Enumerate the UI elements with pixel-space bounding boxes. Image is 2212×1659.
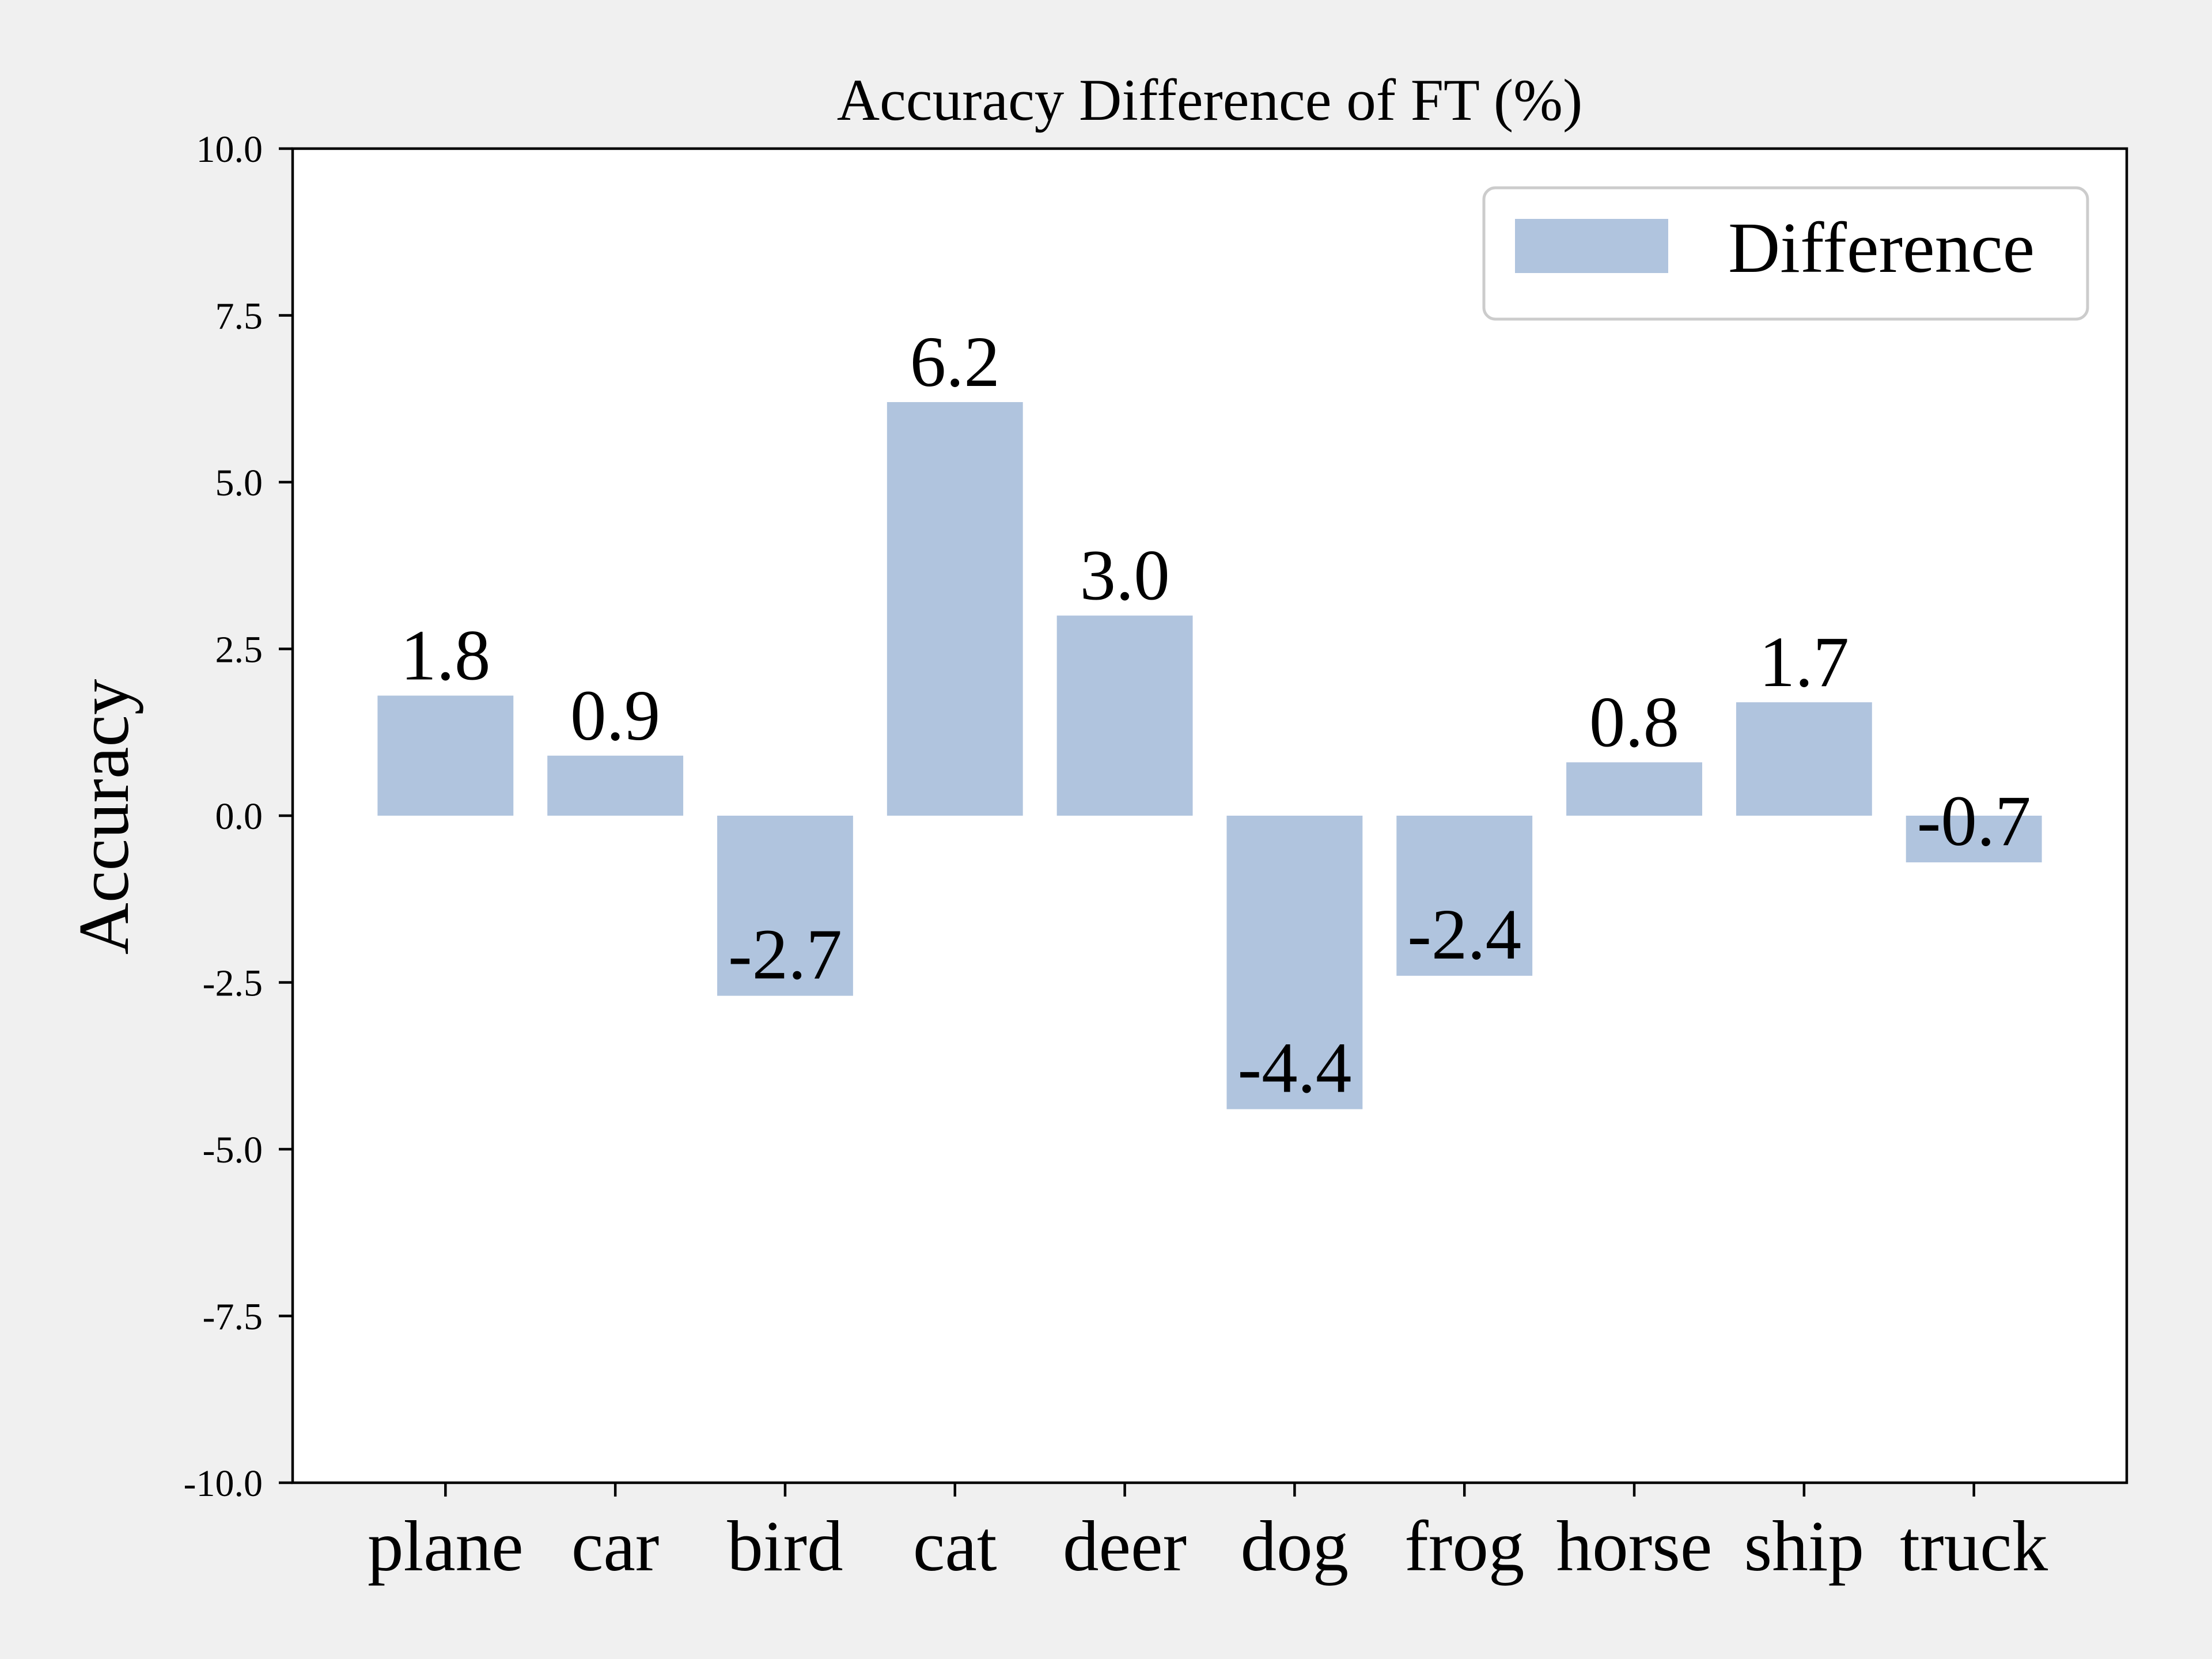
y-tick-label: 7.5: [215, 296, 263, 338]
legend: Difference: [1482, 186, 2089, 321]
y-tick-label: 5.0: [215, 462, 263, 504]
bar-cat: [887, 402, 1023, 816]
data-label-frog: -2.4: [1407, 895, 1521, 975]
legend-swatch: [1515, 219, 1668, 273]
data-label-horse: 0.8: [1589, 683, 1679, 762]
bars-layer: [377, 402, 2042, 1109]
bar-deer: [1056, 615, 1193, 816]
y-tick-label: -5.0: [203, 1129, 263, 1171]
y-tick-label: 0.0: [215, 796, 263, 838]
x-tick-label-bird: bird: [727, 1507, 843, 1586]
x-tick-label-car: car: [571, 1507, 660, 1586]
bar-truck: [1906, 816, 2042, 863]
bar-ship: [1736, 702, 1872, 816]
x-tick-label-deer: deer: [1063, 1507, 1187, 1586]
data-label-car: 0.9: [570, 676, 660, 756]
data-label-deer: 3.0: [1080, 536, 1169, 616]
data-label-bird: -2.7: [728, 915, 842, 995]
data-label-cat: 6.2: [910, 323, 1000, 402]
x-axis: plane car bird cat deer dog frog horse ship truck: [368, 1483, 2048, 1586]
x-tick-label-frog: frog: [1404, 1507, 1524, 1586]
y-axis: -10.0 -7.5 -5.0 -2.5 0.0 2.5 5.0 7.5 10.0: [184, 128, 293, 1505]
x-tick-label-truck: truck: [1900, 1507, 2048, 1586]
x-tick-label-ship: ship: [1744, 1507, 1864, 1586]
data-label-plane: 1.8: [400, 616, 490, 696]
x-tick-label-cat: cat: [913, 1507, 997, 1586]
bar-car: [547, 755, 684, 816]
legend-label: Difference: [1728, 209, 2035, 288]
y-tick-label: -7.5: [203, 1296, 263, 1338]
y-tick-label: 2.5: [215, 629, 263, 671]
bar-horse: [1566, 762, 1702, 816]
x-tick-label-dog: dog: [1241, 1507, 1349, 1586]
bar-frog: [1396, 816, 1533, 976]
data-label-dog: -4.4: [1237, 1029, 1351, 1108]
y-tick-label: 10.0: [196, 128, 263, 171]
bar-plane: [377, 695, 514, 816]
y-tick-label: -10.0: [184, 1463, 263, 1505]
bar-dog: [1226, 816, 1363, 1109]
x-tick-label-plane: plane: [368, 1507, 524, 1586]
x-tick-label-horse: horse: [1556, 1507, 1713, 1586]
y-tick-label: -2.5: [203, 963, 263, 1005]
data-labels-layer: 1.8 0.9 -2.7 6.2 3.0 -4.4 -2.4 0.8 1.7 -0.7: [400, 323, 2031, 1108]
bar-bird: [717, 816, 853, 996]
chart-title: Accuracy Difference of FT (%): [837, 67, 1583, 133]
data-label-ship: 1.7: [1759, 623, 1849, 702]
y-axis-label: Accuracy: [65, 679, 144, 955]
data-label-truck: -0.7: [1917, 782, 2031, 861]
